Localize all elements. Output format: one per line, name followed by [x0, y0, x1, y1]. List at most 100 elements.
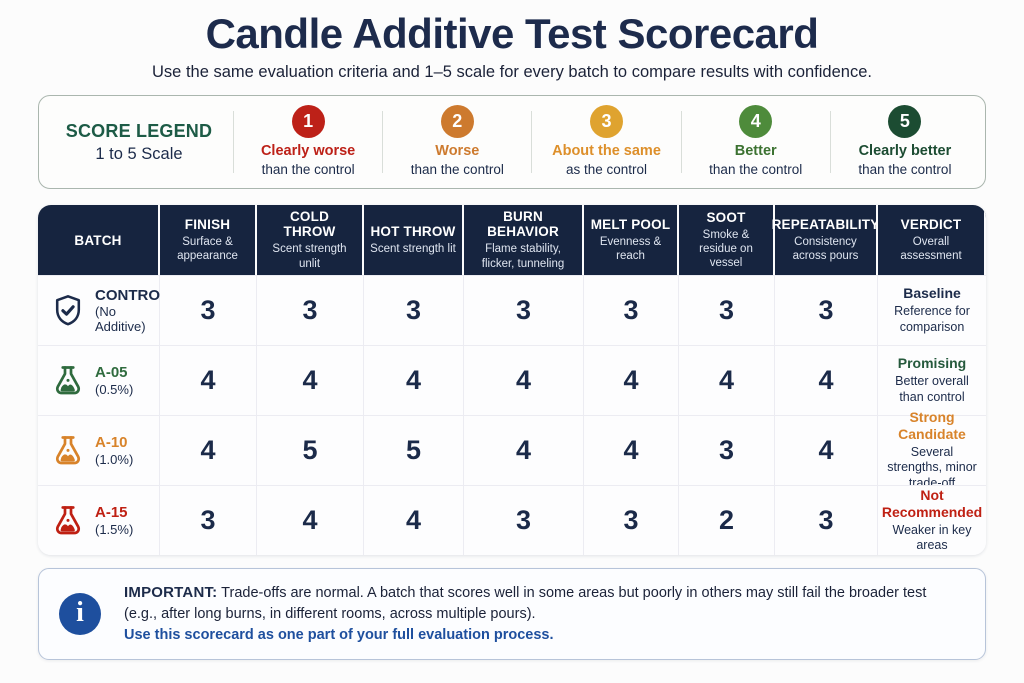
column-title: SOOT: [706, 209, 746, 225]
column-header-melt-pool: MELT POOL Evenness & reach: [584, 205, 679, 275]
batch-cell-a15: A-15 (1.5%): [38, 485, 160, 555]
score-legend-title: SCORE LEGEND: [65, 120, 213, 141]
batch-detail: (1.0%): [95, 451, 134, 467]
verdict-title: Promising: [897, 355, 967, 372]
batch-cell-control: CONTROL (No Additive): [38, 275, 169, 345]
page-title: Candle Additive Test Scorecard: [205, 10, 819, 57]
score-cell: 4: [464, 415, 584, 485]
note-emphasis: Use this scorecard as one part of your f…: [124, 627, 554, 644]
note-text: IMPORTANT: Trade-offs are normal. A batc…: [124, 582, 963, 646]
verdict-title: Baseline: [903, 285, 961, 302]
score-legend: SCORE LEGEND 1 to 5 Scale 1 Clearly wors…: [38, 95, 986, 189]
score-cell: 4: [584, 415, 679, 485]
verdict-title: Strong Candidate: [898, 409, 966, 443]
column-title: REPEATABILITY: [771, 216, 880, 232]
column-title: MELT POOL: [590, 216, 671, 232]
info-icon-glyph: i: [76, 597, 84, 629]
column-title: VERDICT: [900, 216, 962, 232]
verdict-detail: Better overall than control: [895, 374, 969, 404]
batch-detail: (No Additive): [95, 304, 146, 335]
batch-name: A-15: [95, 504, 128, 522]
column-subtitle: Scent strength lit: [370, 242, 456, 255]
column-subtitle: Flame stability, flicker, tunneling: [481, 243, 565, 270]
batch-detail: (1.5%): [95, 521, 134, 537]
column-header-soot: SOOT Smoke & residue on vessel: [679, 205, 775, 275]
legend-divider: [382, 111, 384, 173]
note-main-text: Trade-offs are normal. A batch that scor…: [124, 585, 927, 623]
score-cell: 5: [257, 415, 364, 485]
column-subtitle: Smoke & residue on vessel: [699, 228, 753, 269]
score-cell: 3: [679, 275, 775, 345]
score-cell: 4: [160, 345, 257, 415]
column-subtitle: Evenness & reach: [599, 235, 662, 262]
legend-item-3: 3 About the same as the control: [532, 101, 680, 182]
batch-name: A-10: [95, 434, 128, 452]
legend-item-4: 4 Better than the control: [682, 101, 830, 182]
verdict-detail: Weaker in key areas: [892, 522, 972, 553]
column-header-hot-throw: HOT THROW Scent strength lit: [364, 205, 464, 275]
score-cell: 3: [584, 275, 679, 345]
score-cell: 4: [679, 345, 775, 415]
batch-label: A-15 (1.5%): [95, 504, 133, 536]
verdict-cell: Baseline Reference for comparison: [878, 275, 986, 345]
score-cell: 4: [584, 345, 679, 415]
column-title: COLD THROW: [283, 209, 336, 240]
batch-label: A-10 (1.0%): [95, 434, 133, 466]
score-5-badge-icon: 5: [888, 105, 922, 139]
score-cell: 3: [775, 275, 878, 345]
score-cell: 3: [775, 485, 878, 555]
column-title: BATCH: [74, 232, 122, 248]
batch-label: A-05 (0.5%): [95, 364, 133, 396]
scorecard-table: BATCH FINISH Surface & appearance COLD T…: [38, 205, 986, 555]
legend-sublabel: than the control: [261, 161, 355, 177]
legend-label: Worse: [435, 143, 480, 160]
legend-divider: [531, 111, 533, 173]
legend-item-5: 5 Clearly better than the control: [831, 101, 979, 182]
batch-name: CONTROL: [95, 286, 170, 304]
legend-item-2: 2 Worse than the control: [383, 101, 531, 182]
page-subtitle: Use the same evaluation criteria and 1–5…: [152, 63, 872, 81]
score-cell: 2: [679, 485, 775, 555]
batch-detail: (0.5%): [95, 381, 134, 397]
column-subtitle: Overall assessment: [900, 235, 962, 262]
column-subtitle: Consistency across pours: [792, 235, 859, 262]
batch-cell-a10: A-10 (1.0%): [38, 415, 160, 485]
column-header-repeatability: REPEATABILITY Consistency across pours: [771, 205, 880, 275]
column-title: BURN BEHAVIOR: [487, 209, 559, 240]
score-cell: 4: [775, 415, 878, 485]
column-title: HOT THROW: [370, 223, 456, 239]
verdict-detail: Reference for comparison: [894, 304, 970, 334]
note-label: IMPORTANT:: [124, 584, 218, 601]
flask-icon: [50, 503, 86, 539]
legend-divider: [233, 111, 234, 173]
verdict-cell: Not Recommended Weaker in key areas: [878, 485, 986, 555]
batch-cell-a05: A-05 (0.5%): [38, 345, 160, 415]
legend-sublabel: than the control: [858, 161, 952, 177]
legend-item-1: 1 Clearly worse than the control: [234, 101, 382, 182]
column-header-cold-throw: COLD THROW Scent strength unlit: [257, 205, 364, 275]
score-4-badge-icon: 4: [739, 105, 773, 139]
score-1-badge-icon: 1: [291, 105, 325, 139]
legend-sublabel: than the control: [410, 161, 504, 177]
page-header: Candle Additive Test Scorecard Use the s…: [0, 0, 1024, 82]
score-cell: 3: [679, 415, 775, 485]
score-cell: 4: [775, 345, 878, 415]
column-header-finish: FINISH Surface & appearance: [160, 205, 257, 275]
batch-label: CONTROL (No Additive): [95, 287, 169, 334]
legend-label: Better: [734, 143, 777, 160]
shield-check-icon: [50, 293, 86, 329]
score-cell: 3: [364, 275, 464, 345]
flask-icon: [50, 433, 86, 469]
score-cell: 4: [257, 345, 364, 415]
score-cell: 4: [364, 485, 464, 555]
batch-name: A-05: [95, 364, 128, 382]
verdict-title: Not Recommended: [881, 487, 983, 520]
column-subtitle: Scent strength unlit: [272, 243, 347, 270]
score-cell: 3: [464, 485, 584, 555]
score-cell: 4: [257, 485, 364, 555]
important-note: i IMPORTANT: Trade-offs are normal. A ba…: [38, 568, 986, 661]
column-subtitle: Surface & appearance: [177, 235, 238, 262]
column-header-verdict: VERDICT Overall assessment: [878, 205, 986, 275]
legend-divider: [829, 111, 831, 173]
